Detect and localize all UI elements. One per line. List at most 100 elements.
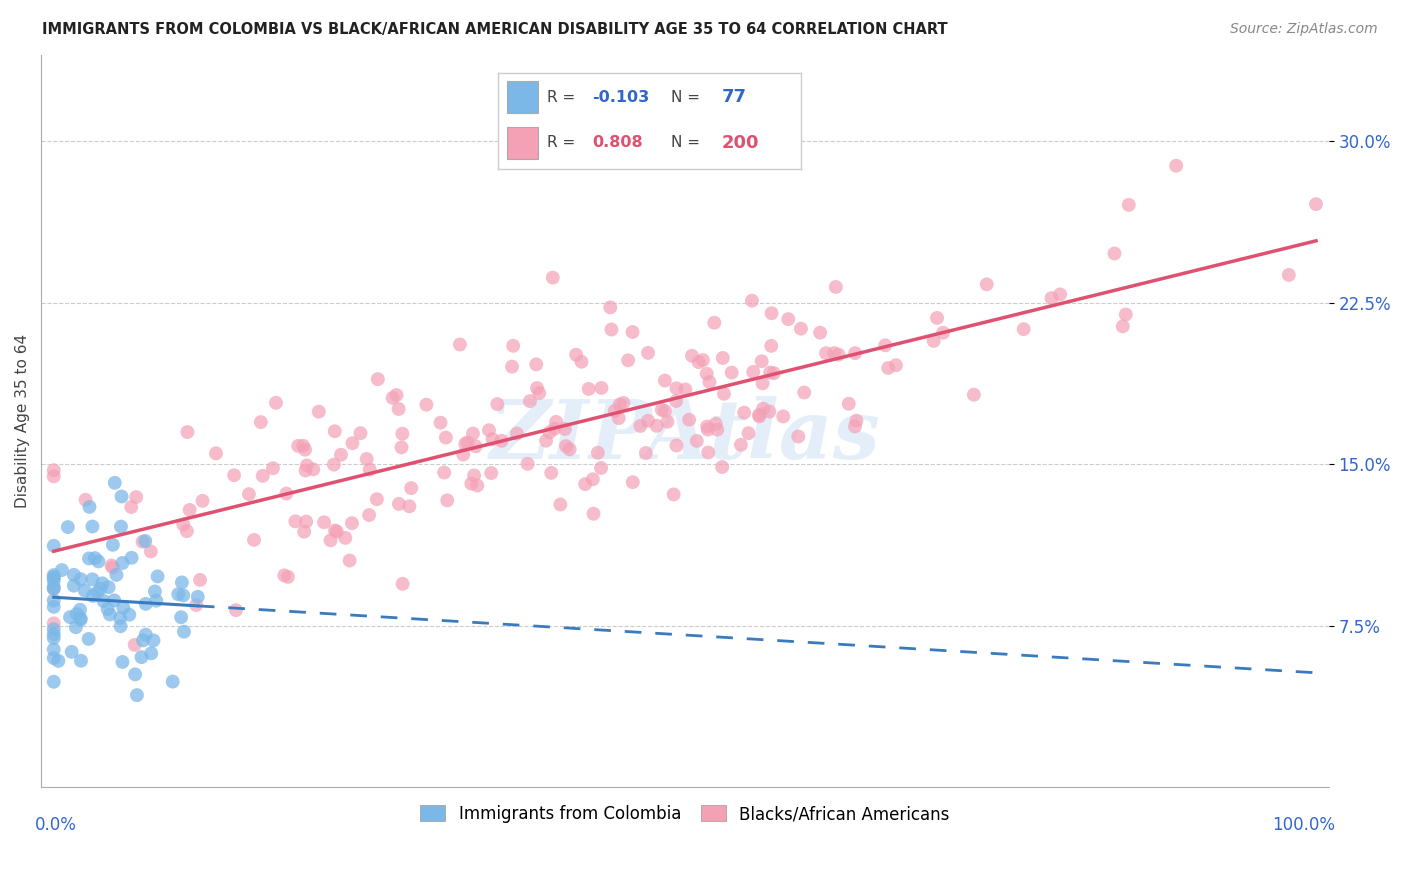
Point [793,385,815,400]
Point [665,381,688,395]
Point [742,365,765,379]
Point [243,533,266,547]
Point [82,519,104,533]
Point [82,589,104,603]
Point [110,619,132,633]
Point [142,633,165,648]
Point [173,624,195,639]
Point [501,359,523,374]
Point [73,583,96,598]
Point [465,478,488,492]
Point [356,452,378,467]
Point [574,477,596,491]
Point [391,577,413,591]
Point [696,423,718,437]
Point [141,646,163,660]
Point [179,503,201,517]
Point [481,432,503,446]
Point [69,603,91,617]
Point [681,349,703,363]
Point [349,426,371,441]
Point [546,415,568,429]
Point [790,321,813,335]
Point [302,462,325,476]
Point [673,383,696,397]
Point [42,616,65,631]
Point [506,426,529,441]
Point [391,426,413,441]
Point [429,416,451,430]
Point [97,580,120,594]
Point [752,401,775,416]
Point [104,475,127,490]
Point [571,355,593,369]
Y-axis label: Disability Age 35 to 64: Disability Age 35 to 64 [15,334,30,508]
Point [42,463,65,477]
Point [678,412,700,426]
Point [550,498,572,512]
Point [112,600,135,615]
Point [433,466,456,480]
Point [108,611,131,625]
Point [131,534,153,549]
Point [292,524,315,539]
Point [56,520,79,534]
Point [534,434,557,448]
Point [86,585,108,599]
Point [172,517,194,532]
Point [541,270,564,285]
Point [162,674,184,689]
Point [665,394,688,409]
Point [319,533,342,548]
Point [963,387,986,401]
Point [711,460,734,475]
Point [42,574,65,588]
Point [87,554,110,568]
Point [778,312,800,326]
Point [340,516,363,530]
Point [205,446,228,460]
Point [451,448,474,462]
Point [686,434,709,448]
Point [713,386,735,401]
Point [609,398,631,412]
Point [844,419,866,434]
Point [359,462,381,476]
Point [188,573,211,587]
Point [323,524,346,538]
Point [529,386,551,401]
Point [77,632,100,646]
Point [762,366,785,380]
Point [121,550,143,565]
Point [295,515,318,529]
Point [555,439,578,453]
Point [69,572,91,586]
Point [42,627,65,641]
Point [540,466,562,480]
Point [367,372,389,386]
Point [98,607,121,622]
Point [434,431,457,445]
Point [135,627,157,641]
Point [262,461,284,475]
Point [461,426,484,441]
Point [170,575,193,590]
Point [93,594,115,608]
Point [42,582,65,596]
Point [808,326,831,340]
Point [621,475,644,490]
Point [225,603,247,617]
Legend: Immigrants from Colombia, Blacks/African Americans: Immigrants from Colombia, Blacks/African… [413,798,956,830]
Point [699,375,721,389]
Point [42,593,65,607]
Point [70,654,93,668]
Point [42,580,65,594]
Point [342,436,364,450]
Point [42,651,65,665]
Point [391,441,413,455]
Point [322,458,344,472]
Point [187,590,209,604]
Point [176,425,198,439]
Point [326,524,349,539]
Point [925,310,948,325]
